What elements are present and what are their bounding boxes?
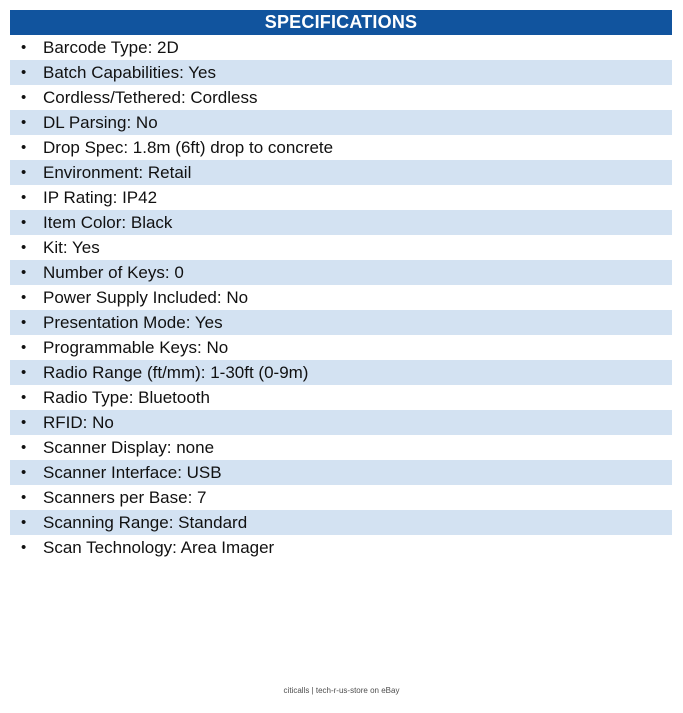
bullet-icon: • bbox=[21, 64, 27, 81]
spec-text: Cordless/Tethered: Cordless bbox=[43, 87, 258, 107]
spec-row: • IP Rating: IP42 bbox=[10, 185, 672, 210]
bullet-icon: • bbox=[21, 464, 27, 481]
bullet-icon: • bbox=[21, 439, 27, 456]
spec-text: Batch Capabilities: Yes bbox=[43, 62, 216, 82]
spec-text: Presentation Mode: Yes bbox=[43, 312, 223, 332]
spec-text: Scanners per Base: 7 bbox=[43, 487, 207, 507]
spec-text: Scanner Interface: USB bbox=[43, 462, 222, 482]
spec-row: • Scan Technology: Area Imager bbox=[10, 535, 672, 560]
spec-text: Barcode Type: 2D bbox=[43, 37, 179, 57]
spec-text: Radio Range (ft/mm): 1-30ft (0-9m) bbox=[43, 362, 309, 382]
spec-text: DL Parsing: No bbox=[43, 112, 158, 132]
specifications-table: SPECIFICATIONS • Barcode Type: 2D • Batc… bbox=[10, 10, 672, 560]
spec-row: • Scanners per Base: 7 bbox=[10, 485, 672, 510]
spec-text: Scanning Range: Standard bbox=[43, 512, 248, 532]
bullet-icon: • bbox=[21, 514, 27, 531]
bullet-icon: • bbox=[21, 314, 27, 331]
spec-row: • DL Parsing: No bbox=[10, 110, 672, 135]
bullet-icon: • bbox=[21, 489, 27, 506]
bullet-icon: • bbox=[21, 164, 27, 181]
bullet-icon: • bbox=[21, 39, 27, 56]
bullet-icon: • bbox=[21, 214, 27, 231]
spec-row: • Cordless/Tethered: Cordless bbox=[10, 85, 672, 110]
spec-text: Drop Spec: 1.8m (6ft) drop to concrete bbox=[43, 137, 334, 157]
spec-text: Radio Type: Bluetooth bbox=[43, 387, 210, 407]
spec-text: Item Color: Black bbox=[43, 212, 173, 232]
bullet-icon: • bbox=[21, 189, 27, 206]
bullet-icon: • bbox=[21, 414, 27, 431]
spec-text: Kit: Yes bbox=[43, 237, 100, 257]
spec-text: Number of Keys: 0 bbox=[43, 262, 184, 282]
spec-row: • Radio Type: Bluetooth bbox=[10, 385, 672, 410]
spec-row: • Kit: Yes bbox=[10, 235, 672, 260]
spec-text: Scan Technology: Area Imager bbox=[43, 537, 275, 557]
bullet-icon: • bbox=[21, 289, 27, 306]
spec-row: • Programmable Keys: No bbox=[10, 335, 672, 360]
bullet-icon: • bbox=[21, 89, 27, 106]
spec-row: • Scanning Range: Standard bbox=[10, 510, 672, 535]
spec-row: • RFID: No bbox=[10, 410, 672, 435]
spec-row: • Radio Range (ft/mm): 1-30ft (0-9m) bbox=[10, 360, 672, 385]
spec-row: • Barcode Type: 2D bbox=[10, 35, 672, 60]
spec-text: Environment: Retail bbox=[43, 162, 192, 182]
spec-row: • Drop Spec: 1.8m (6ft) drop to concrete bbox=[10, 135, 672, 160]
spec-row: • Item Color: Black bbox=[10, 210, 672, 235]
spec-row: • Environment: Retail bbox=[10, 160, 672, 185]
spec-row-list: • Barcode Type: 2D • Batch Capabilities:… bbox=[10, 35, 672, 560]
spec-row: • Power Supply Included: No bbox=[10, 285, 672, 310]
bullet-icon: • bbox=[21, 339, 27, 356]
bullet-icon: • bbox=[21, 364, 27, 381]
spec-row: • Batch Capabilities: Yes bbox=[10, 60, 672, 85]
spec-row: • Scanner Display: none bbox=[10, 435, 672, 460]
bullet-icon: • bbox=[21, 539, 27, 556]
spec-text: IP Rating: IP42 bbox=[43, 187, 158, 207]
bullet-icon: • bbox=[21, 389, 27, 406]
specifications-header: SPECIFICATIONS bbox=[10, 10, 672, 35]
spec-text: Programmable Keys: No bbox=[43, 337, 229, 357]
spec-text: Power Supply Included: No bbox=[43, 287, 249, 307]
bullet-icon: • bbox=[21, 264, 27, 281]
spec-text: Scanner Display: none bbox=[43, 437, 215, 457]
bullet-icon: • bbox=[21, 239, 27, 256]
spec-row: • Presentation Mode: Yes bbox=[10, 310, 672, 335]
watermark-text: citicalls | tech-r-us-store on eBay bbox=[283, 686, 400, 695]
bullet-icon: • bbox=[21, 139, 27, 156]
spec-row: • Scanner Interface: USB bbox=[10, 460, 672, 485]
spec-text: RFID: No bbox=[43, 412, 114, 432]
spec-row: • Number of Keys: 0 bbox=[10, 260, 672, 285]
bullet-icon: • bbox=[21, 114, 27, 131]
